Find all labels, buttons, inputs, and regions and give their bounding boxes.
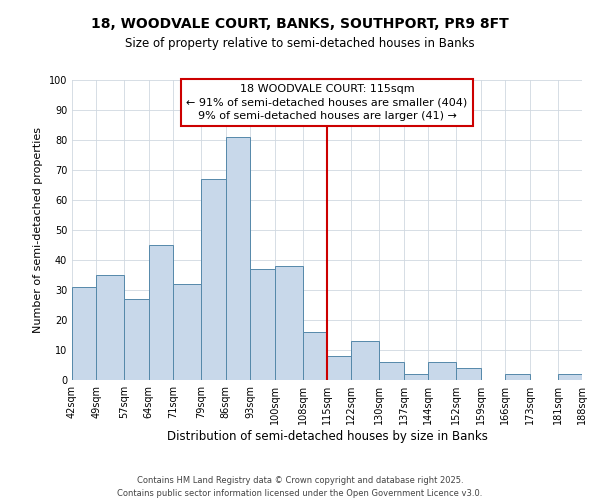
Bar: [97, 275, 124, 380]
Bar: [149, 245, 173, 380]
Y-axis label: Number of semi-detached properties: Number of semi-detached properties: [33, 127, 43, 333]
Bar: [302, 332, 327, 380]
Bar: [557, 374, 582, 380]
Text: 18 WOODVALE COURT: 115sqm
← 91% of semi-detached houses are smaller (404)
9% of : 18 WOODVALE COURT: 115sqm ← 91% of semi-…: [187, 84, 467, 121]
Bar: [428, 362, 456, 380]
Bar: [226, 137, 250, 380]
Text: Size of property relative to semi-detached houses in Banks: Size of property relative to semi-detach…: [125, 38, 475, 51]
Bar: [201, 179, 226, 380]
Bar: [456, 368, 481, 380]
X-axis label: Distribution of semi-detached houses by size in Banks: Distribution of semi-detached houses by …: [167, 430, 487, 443]
Bar: [327, 356, 352, 380]
Bar: [505, 374, 530, 380]
Bar: [124, 299, 149, 380]
Bar: [379, 362, 404, 380]
Bar: [250, 269, 275, 380]
Bar: [72, 287, 97, 380]
Text: Contains HM Land Registry data © Crown copyright and database right 2025.: Contains HM Land Registry data © Crown c…: [137, 476, 463, 485]
Bar: [173, 284, 201, 380]
Bar: [404, 374, 428, 380]
Bar: [275, 266, 302, 380]
Text: 18, WOODVALE COURT, BANKS, SOUTHPORT, PR9 8FT: 18, WOODVALE COURT, BANKS, SOUTHPORT, PR…: [91, 18, 509, 32]
Text: Contains public sector information licensed under the Open Government Licence v3: Contains public sector information licen…: [118, 489, 482, 498]
Bar: [352, 341, 379, 380]
